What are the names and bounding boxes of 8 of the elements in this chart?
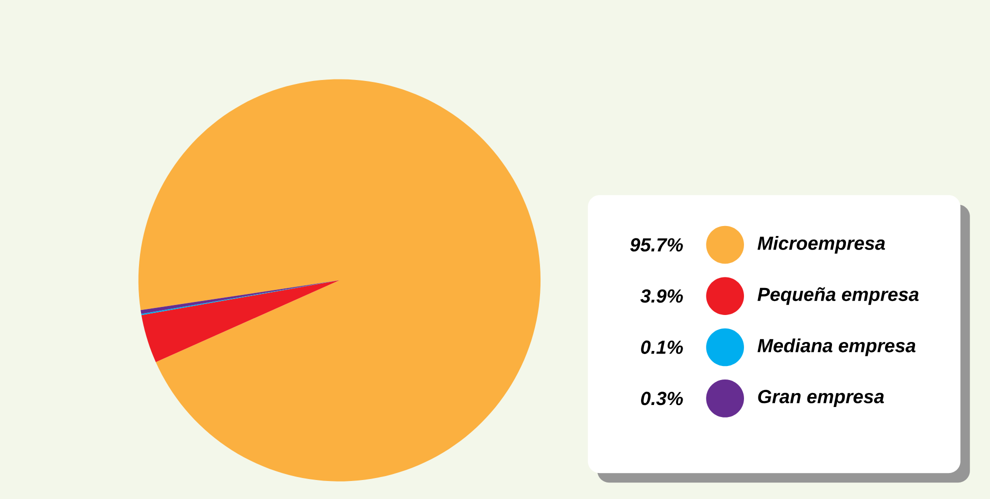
- legend-label: Pequeña empresa: [758, 287, 919, 305]
- data-label: 95.7%: [630, 238, 683, 252]
- legend-label: Gran empresa: [758, 390, 884, 407]
- legend-label: Microempresa: [758, 236, 885, 254]
- data-label: 0.3%: [641, 392, 683, 406]
- data-label: 0.1%: [641, 340, 683, 354]
- data-label: 3.9%: [640, 289, 683, 303]
- legend-label: Mediana empresa: [758, 338, 916, 356]
